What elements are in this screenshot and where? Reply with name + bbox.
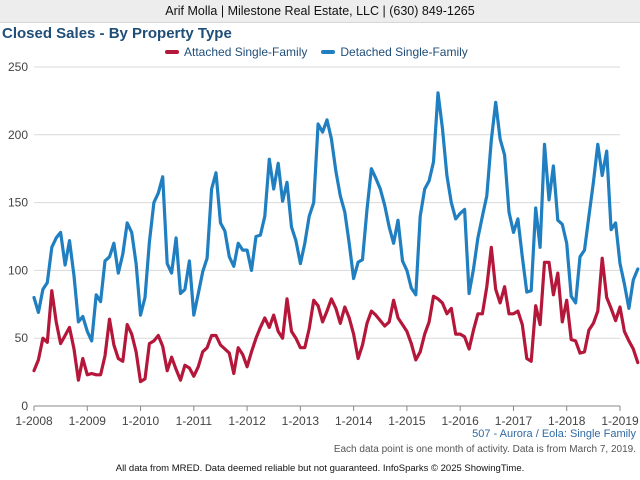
x-tick-label: 1-2012: [228, 414, 266, 428]
footer-disclaimer: All data from MRED. Data deemed reliable…: [115, 463, 525, 474]
x-tick-label: 1-2016: [441, 414, 479, 428]
series-line-detached: [32, 91, 640, 343]
legend-swatch-attached: [165, 50, 179, 54]
line-chart: 0 50 100 150 200 250 1-2008 1-2009 1-2010 1-2011 1…: [8, 60, 640, 428]
x-tick-label: 1-2008: [15, 414, 53, 428]
legend-label-attached: Attached Single-Family: [184, 45, 308, 59]
y-tick-label: 50: [15, 331, 29, 345]
legend-item-detached[interactable]: Detached Single-Family: [321, 45, 468, 59]
y-tick-label: 150: [8, 196, 28, 210]
x-tick-label: 1-2010: [122, 414, 160, 428]
legend-item-attached[interactable]: Attached Single-Family: [165, 45, 307, 59]
legend-label-detached: Detached Single-Family: [340, 45, 468, 59]
y-tick-label: 250: [8, 60, 28, 74]
x-tick-label: 1-2019: [601, 414, 639, 428]
x-tick-label: 1-2017: [495, 414, 533, 428]
header-text: Arif Molla | Milestone Real Estate, LLC …: [165, 4, 475, 18]
chart-title: Closed Sales - By Property Type: [2, 25, 232, 42]
x-tick-label: 1-2011: [176, 414, 213, 428]
x-tick-label: 1-2009: [69, 414, 107, 428]
y-tick-label: 0: [21, 399, 28, 413]
chart-legend: Attached Single-Family Detached Single-F…: [165, 45, 482, 59]
y-tick-label: 100: [8, 263, 28, 277]
legend-swatch-detached: [321, 50, 336, 54]
y-tick-label: 200: [8, 128, 28, 142]
region-label: 507 - Aurora / Eola: Single Family: [472, 428, 636, 440]
x-tick-label: 1-2014: [335, 414, 373, 428]
data-note: Each data point is one month of activity…: [333, 444, 636, 455]
header-bar: Arif Molla | Milestone Real Estate, LLC …: [0, 0, 640, 23]
x-tick-label: 1-2018: [548, 414, 586, 428]
x-tick-label: 1-2013: [282, 414, 320, 428]
series-line-attached: [32, 245, 640, 384]
x-tick-label: 1-2015: [388, 414, 426, 428]
